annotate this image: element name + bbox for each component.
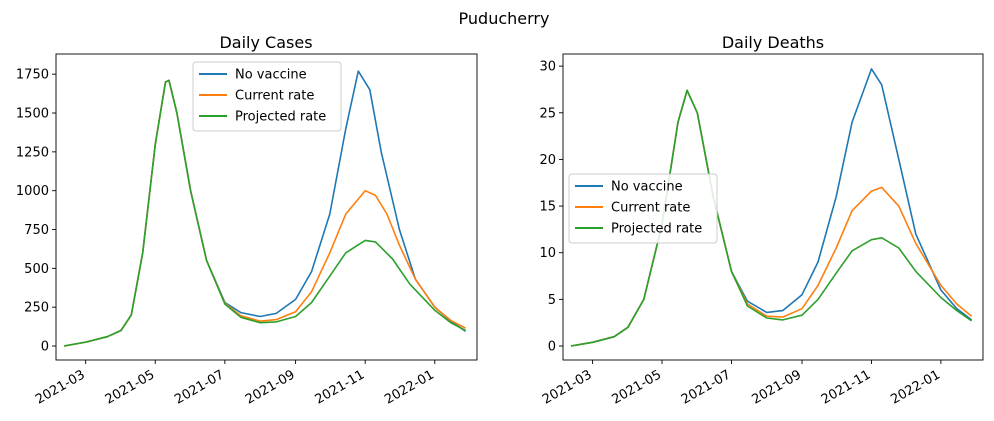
legend-label: No vaccine bbox=[611, 180, 683, 195]
legend-label: Projected rate bbox=[611, 222, 702, 237]
y-tick-label: 1000 bbox=[16, 184, 49, 199]
series-line-projected-rate bbox=[570, 89, 973, 347]
x-tick-label: 2022-01 bbox=[382, 367, 437, 407]
series-line-projected-rate bbox=[63, 79, 466, 347]
legend: No vaccine Current rate Projected rate bbox=[568, 173, 718, 244]
daily-cases-plot-area: 0 250 500 750 1000 1250 1500 1750 2021-03 2021-05… bbox=[16, 53, 478, 408]
y-tick-label: 750 bbox=[24, 223, 49, 238]
y-tick-label: 0 bbox=[548, 340, 556, 355]
y-tick-label: 1250 bbox=[16, 145, 49, 160]
y-tick-label: 10 bbox=[539, 246, 556, 261]
y-tick-label: 0 bbox=[41, 340, 49, 355]
daily-deaths-plot-area: 0 5 10 15 20 25 30 2021-03 2021-05 2021-07 2021-09… bbox=[539, 53, 984, 408]
x-tick-label: 2021-03 bbox=[540, 367, 595, 407]
y-tick-label: 1750 bbox=[16, 68, 49, 83]
legend-box bbox=[568, 173, 718, 244]
y-tick-label: 15 bbox=[539, 200, 556, 215]
y-tick-label: 30 bbox=[539, 60, 556, 75]
daily-cases-panel: Daily Cases 0 250 500 750 1000 1250 1500 1750 20… bbox=[16, 33, 478, 408]
legend-box bbox=[192, 61, 342, 132]
legend-label: No vaccine bbox=[235, 68, 307, 83]
x-tick-label: 2021-11 bbox=[313, 367, 368, 407]
x-tick-label: 2021-09 bbox=[243, 367, 298, 407]
legend-label: Current rate bbox=[611, 201, 690, 216]
x-tick-label: 2021-07 bbox=[172, 367, 227, 407]
y-tick-label: 5 bbox=[548, 293, 556, 308]
legend: No vaccine Current rate Projected rate bbox=[192, 61, 342, 132]
figure-suptitle: Puducherry bbox=[459, 9, 550, 28]
legend-label: Current rate bbox=[235, 89, 314, 104]
y-tick-label: 500 bbox=[24, 262, 49, 277]
axes-frame bbox=[55, 53, 478, 361]
x-tick-label: 2021-09 bbox=[749, 367, 804, 407]
daily-deaths-panel: Daily Deaths 0 5 10 15 20 25 30 2021-03 2021-05 2… bbox=[539, 33, 984, 408]
panel-title-daily-cases: Daily Cases bbox=[219, 33, 312, 52]
legend-label: Projected rate bbox=[235, 110, 326, 125]
y-tick-label: 25 bbox=[539, 106, 556, 121]
x-tick-label: 2021-07 bbox=[679, 367, 734, 407]
x-tick-label: 2021-03 bbox=[33, 367, 88, 407]
x-tick-label: 2022-01 bbox=[888, 367, 943, 407]
x-tick-label: 2021-05 bbox=[103, 367, 158, 407]
y-tick-label: 250 bbox=[24, 301, 49, 316]
y-tick-label: 1500 bbox=[16, 107, 49, 122]
x-tick-label: 2021-11 bbox=[819, 367, 874, 407]
panel-title-daily-deaths: Daily Deaths bbox=[722, 33, 824, 52]
y-tick-label: 20 bbox=[539, 153, 556, 168]
x-tick-label: 2021-05 bbox=[609, 367, 664, 407]
axes-frame bbox=[562, 53, 984, 361]
